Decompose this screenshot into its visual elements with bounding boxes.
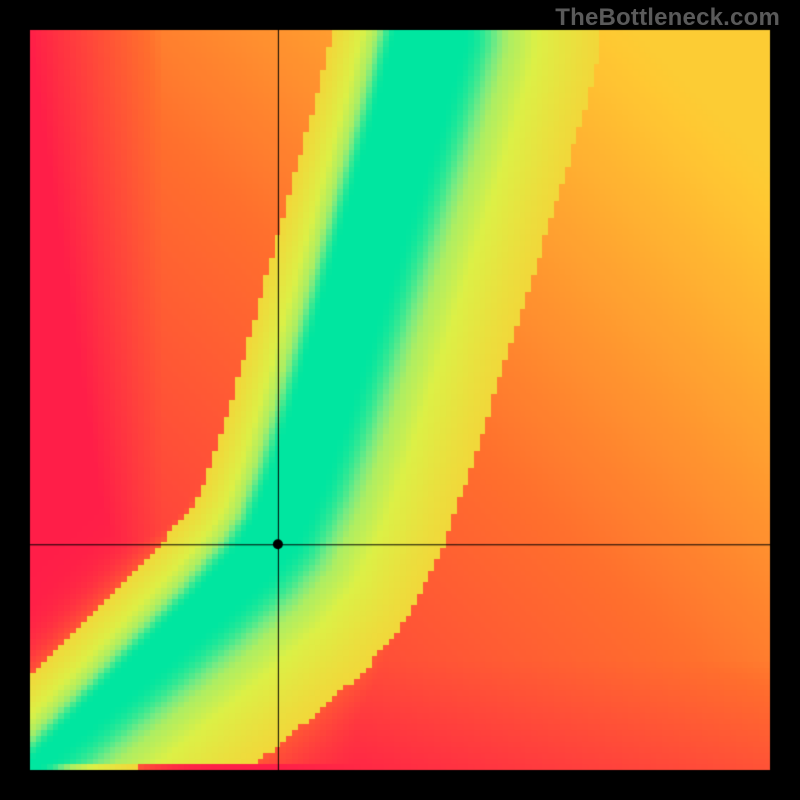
bottleneck-heatmap (0, 0, 800, 800)
attribution-text: TheBottleneck.com (555, 4, 780, 32)
page-root: TheBottleneck.com (0, 0, 800, 800)
